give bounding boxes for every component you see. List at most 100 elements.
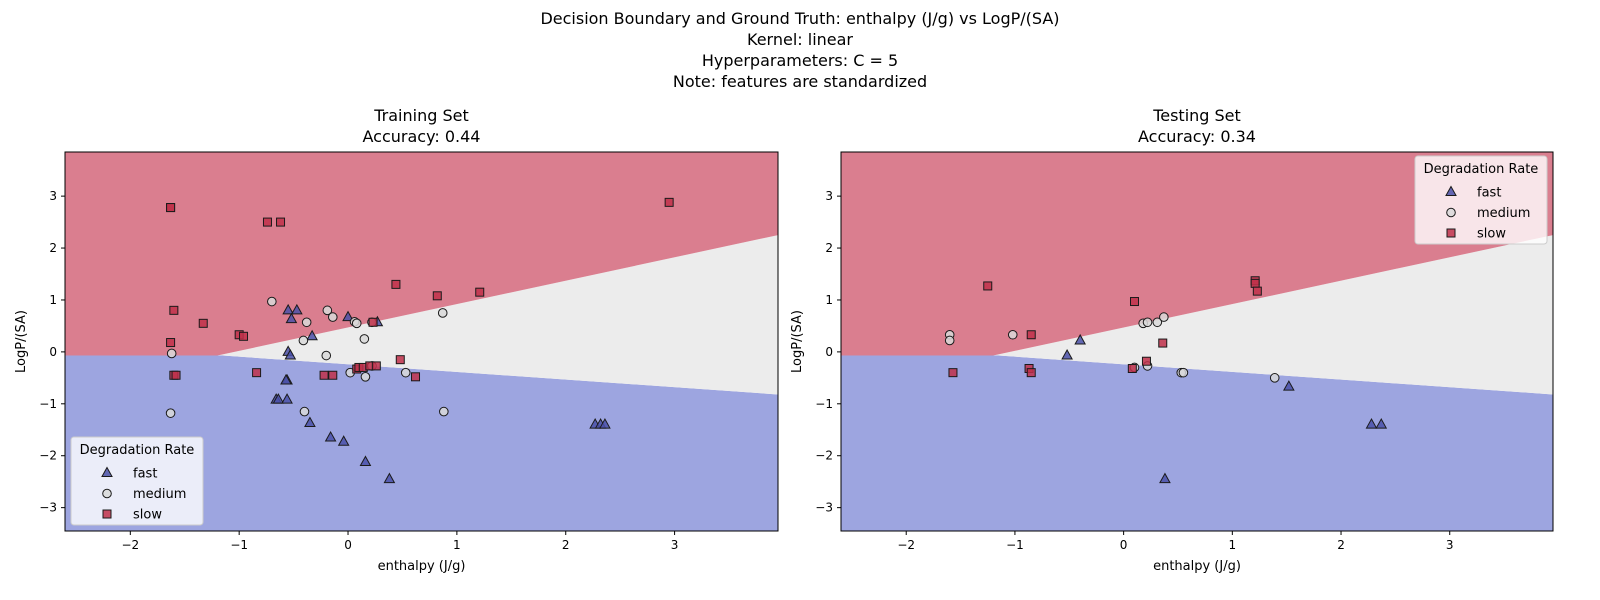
medium-point	[351, 318, 362, 329]
slow-point	[1026, 330, 1036, 340]
x-tick-label: −1	[1006, 538, 1024, 552]
medium-point	[1269, 373, 1280, 383]
slow-point	[198, 318, 208, 328]
y-tick-label: −3	[39, 501, 57, 515]
decision-regions	[65, 152, 778, 531]
fast-point	[342, 310, 354, 322]
legend-slow-marker	[1446, 228, 1456, 238]
legend-medium-label: medium	[133, 487, 186, 502]
plot-frame	[840, 151, 1554, 532]
training-x-axis-label: enthalpy (J/g)	[378, 559, 466, 574]
slow-point	[328, 370, 338, 380]
fast-point	[281, 393, 293, 404]
slow-point	[432, 291, 442, 301]
medium-point	[439, 406, 449, 417]
slow-point	[1252, 286, 1262, 296]
medium-point	[267, 296, 277, 307]
x-tick-label: 3	[671, 538, 679, 552]
fast-point	[280, 373, 292, 385]
legend-medium-label: medium	[1477, 206, 1530, 221]
fast-point	[599, 418, 611, 429]
figure-suptitle: Decision Boundary and Ground Truth: enth…	[0, 8, 1600, 92]
fast-point	[383, 472, 396, 484]
y-tick-label: −1	[815, 397, 833, 411]
fast-point	[272, 393, 285, 404]
medium-region	[65, 235, 778, 395]
fast-point	[282, 303, 295, 315]
axes: −2 −1 0 1 2 3 −3 −2 −1 0 1 2 3	[39, 189, 678, 552]
slow-point	[983, 281, 993, 291]
slow-region	[65, 152, 778, 356]
x-tick-label: −2	[897, 538, 915, 552]
fast-point	[337, 435, 350, 446]
fast-point	[1365, 418, 1378, 429]
legend-fast-marker	[101, 466, 113, 477]
testing-panel: Testing Set Accuracy: 0.34 enthalpy (J/g…	[790, 106, 1554, 574]
slow-point	[1158, 338, 1168, 348]
slow-point	[276, 217, 286, 227]
medium-point	[437, 308, 448, 318]
fast-point	[1074, 333, 1086, 345]
legend-slow-label: slow	[133, 508, 162, 523]
x-tick-label: −2	[121, 538, 139, 552]
slow-point	[171, 370, 181, 380]
slow-point	[948, 368, 958, 378]
slow-point	[252, 368, 262, 378]
y-tick-label: 0	[49, 345, 57, 359]
medium-point	[360, 372, 371, 382]
data-points	[944, 276, 1388, 484]
slow-point	[169, 305, 179, 315]
medium-point	[166, 348, 177, 359]
legend-fast-label: fast	[1477, 186, 1501, 201]
medium-point	[301, 317, 312, 328]
legend-box	[70, 436, 204, 526]
y-tick-label: 3	[49, 189, 57, 203]
fast-point	[1159, 472, 1171, 484]
slow-point	[411, 372, 421, 382]
x-tick-label: 0	[344, 538, 352, 552]
slow-point	[395, 355, 405, 365]
x-tick-label: 2	[1337, 538, 1345, 552]
suptitle-line: Kernel: linear	[747, 30, 853, 49]
slow-point	[1141, 356, 1151, 366]
legend-title: Degradation Rate	[1424, 162, 1539, 177]
fast-point	[285, 312, 298, 324]
slow-point	[1026, 368, 1036, 378]
x-tick-label: 3	[1446, 538, 1454, 552]
fast-region	[65, 355, 778, 531]
testing-accuracy: Accuracy: 0.34	[1138, 127, 1256, 146]
fast-region	[841, 355, 1553, 531]
x-tick-label: −1	[230, 538, 248, 552]
slow-region	[841, 152, 1553, 356]
training-title: Training Set	[373, 106, 469, 125]
legend-box	[1414, 155, 1548, 245]
slow-point	[319, 370, 329, 380]
training-accuracy: Accuracy: 0.44	[363, 127, 481, 146]
legend-title: Degradation Rate	[80, 443, 195, 458]
fast-point	[284, 348, 297, 360]
fast-point	[291, 303, 303, 315]
y-tick-label: 2	[825, 241, 833, 255]
fast-point	[1061, 348, 1073, 360]
legend-medium-marker	[102, 488, 112, 499]
medium-point	[322, 305, 333, 316]
medium-point	[944, 335, 955, 346]
medium-point	[298, 335, 309, 346]
slow-point	[391, 279, 401, 289]
medium-point	[327, 312, 338, 322]
fast-point	[359, 455, 372, 466]
fast-point	[306, 329, 318, 341]
slow-point	[166, 338, 176, 348]
y-tick-label: 3	[825, 189, 833, 203]
y-tick-label: −2	[39, 449, 57, 463]
training-panel: Training Set Accuracy: 0.44 enthalpy (J/…	[14, 106, 779, 574]
fast-point	[304, 416, 316, 428]
suptitle-line: Note: features are standardized	[672, 72, 928, 91]
medium-point	[400, 367, 411, 378]
data-points	[165, 197, 674, 484]
medium-point	[1178, 367, 1189, 378]
slow-point	[1129, 297, 1139, 307]
legend-fast-label: fast	[133, 467, 157, 482]
slow-point	[239, 331, 249, 341]
